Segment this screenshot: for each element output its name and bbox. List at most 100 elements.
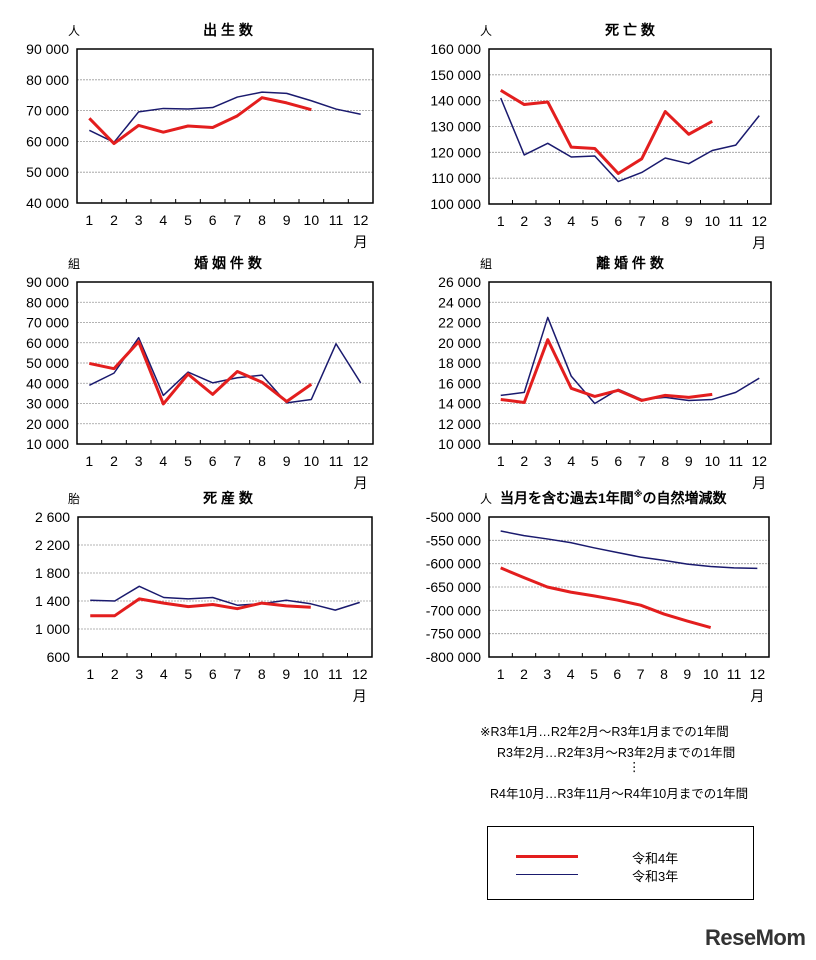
y-tick-label: -650 000 [426,579,481,595]
y-tick-label: 20 000 [438,335,481,351]
x-tick-label: 8 [661,453,669,469]
y-tick-label: 40 000 [26,195,69,211]
y-tick-label: 1 800 [35,565,70,581]
legend-swatch-r4 [516,855,578,858]
x-tick-label: 6 [209,666,217,682]
chart-title: 離 婚 件 数 [596,255,665,271]
x-tick-label: 5 [591,213,599,229]
x-tick-label: 12 [353,453,369,469]
series-line-r4 [500,338,713,404]
x-tick-label: 7 [638,453,646,469]
x-tick-label: 9 [283,453,291,469]
x-tick-label: 9 [283,212,291,228]
y-tick-label: 80 000 [26,294,69,310]
y-tick-label: 60 000 [26,133,69,149]
y-tick-label: -800 000 [426,649,481,665]
y-tick-label: 2 200 [35,537,70,553]
x-tick-label: 5 [184,453,192,469]
x-tick-label: 10 [704,453,720,469]
y-tick-label: 1 000 [35,621,70,637]
x-tick-label: 4 [159,212,167,228]
x-tick-label: 1 [85,453,93,469]
x-tick-label: 11 [728,213,743,229]
x-tick-label: 8 [661,213,669,229]
y-tick-label: 110 000 [431,170,481,186]
footnote-line-1: ※R3年1月…R2年2月～R3年1月までの1年間 [480,725,729,739]
y-tick-label: 60 000 [26,335,69,351]
series-line-r4 [500,566,712,630]
resemom-logo: ReseMom [705,925,806,950]
x-tick-label: 12 [353,212,369,228]
x-tick-label: 6 [209,212,217,228]
y-tick-label: 90 000 [26,274,69,290]
x-tick-label: 4 [567,666,575,682]
x-tick-label: 11 [728,453,743,469]
y-unit-label: 組 [480,257,492,271]
x-tick-label: 3 [135,453,143,469]
x-tick-label: 8 [258,666,266,682]
chart-title: 当月を含む過去1年間※の自然増減数 [500,489,728,506]
x-tick-label: 7 [638,213,646,229]
x-tick-label: 1 [86,666,94,682]
y-tick-label: -500 000 [426,509,481,525]
x-tick-label: 7 [233,212,241,228]
y-tick-label: 1 400 [35,593,70,609]
x-tick-label: 4 [567,453,575,469]
y-tick-label: 50 000 [26,355,69,371]
x-tick-label: 10 [304,212,320,228]
y-tick-label: 120 000 [430,144,481,160]
x-tick-label: 7 [637,666,645,682]
x-tick-label: 12 [750,666,766,682]
chart-title: 出 生 数 [203,22,254,38]
x-tick-label: 1 [85,212,93,228]
x-tick-label: 9 [685,213,693,229]
y-tick-label: 12 000 [438,416,481,432]
x-tick-label: 1 [497,453,505,469]
series-line-r4 [90,597,311,618]
x-tick-label: 3 [543,666,551,682]
x-tick-label: 9 [685,453,693,469]
y-tick-label: 18 000 [438,355,481,371]
y-unit-label: 組 [68,257,80,271]
y-unit-label: 胎 [68,492,80,506]
x-tick-label: 8 [258,212,266,228]
x-unit-label: 月 [752,235,766,251]
y-tick-label: 90 000 [26,41,69,57]
x-tick-label: 2 [520,213,528,229]
x-tick-label: 4 [567,213,575,229]
y-tick-label: -700 000 [426,602,481,618]
x-tick-label: 2 [111,666,119,682]
legend-item-r3: 令和3年 [488,865,753,885]
y-unit-label: 人 [480,492,492,506]
y-tick-label: -550 000 [426,532,481,548]
x-tick-label: 2 [520,666,528,682]
x-tick-label: 10 [703,666,719,682]
x-tick-label: 9 [282,666,290,682]
series-line-r4 [88,96,312,146]
x-tick-label: 5 [184,666,192,682]
x-unit-label: 月 [354,475,368,491]
y-unit-label: 人 [480,24,492,38]
y-tick-label: 600 [47,649,71,665]
x-unit-label: 月 [750,688,764,704]
y-tick-label: 70 000 [26,315,69,331]
x-tick-label: 1 [497,213,505,229]
x-tick-label: 9 [683,666,691,682]
legend-label-r3: 令和3年 [632,869,679,884]
series-line-r3 [500,530,758,570]
x-tick-label: 11 [329,453,344,469]
x-tick-label: 8 [660,666,668,682]
x-tick-label: 1 [497,666,505,682]
y-tick-label: 24 000 [438,294,481,310]
series-line-r3 [89,336,362,404]
x-tick-label: 12 [751,213,767,229]
x-tick-label: 3 [135,666,143,682]
y-tick-label: 26 000 [438,274,481,290]
x-tick-label: 4 [159,453,167,469]
x-tick-label: 5 [590,666,598,682]
x-unit-label: 月 [752,475,766,491]
y-tick-label: 30 000 [26,396,69,412]
x-tick-label: 10 [303,666,319,682]
legend-label-r4: 令和4年 [632,851,679,866]
y-tick-label: 10 000 [438,436,481,452]
